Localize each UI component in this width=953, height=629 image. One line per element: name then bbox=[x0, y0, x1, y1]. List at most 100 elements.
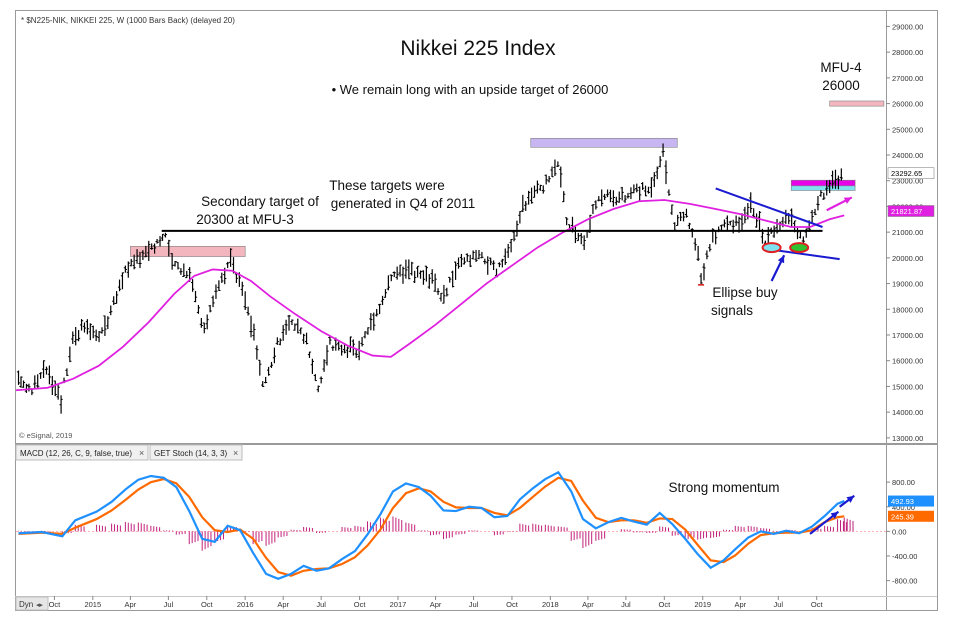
price-bar bbox=[734, 215, 738, 226]
price-bar bbox=[94, 329, 98, 342]
price-bar bbox=[160, 233, 165, 241]
price-bar bbox=[380, 295, 385, 305]
price-bar bbox=[819, 190, 823, 197]
price-bar bbox=[544, 174, 548, 185]
price-bar bbox=[316, 385, 320, 393]
axis-layer: 13000.00 14000.00 15000.00 16000.00 17000.00… bbox=[49, 22, 935, 609]
price-bar bbox=[453, 261, 458, 280]
price-bar bbox=[27, 383, 31, 392]
price-bar bbox=[193, 290, 198, 303]
price-bar bbox=[269, 361, 274, 368]
generated-line2: generated in Q4 of 2011 bbox=[331, 196, 476, 211]
price-bar bbox=[570, 216, 575, 233]
price-bar bbox=[97, 331, 101, 343]
price-bar bbox=[491, 260, 496, 271]
price-bar bbox=[556, 161, 560, 168]
macd-axis-label: 0.00 bbox=[892, 527, 907, 536]
price-bar bbox=[278, 338, 282, 346]
price-bar bbox=[369, 313, 373, 331]
price-layer bbox=[15, 100, 885, 414]
price-bar bbox=[79, 319, 84, 331]
price-bar bbox=[196, 304, 201, 314]
price-bar bbox=[56, 383, 60, 400]
price-bar bbox=[331, 345, 335, 351]
price-bar bbox=[117, 279, 122, 292]
price-bar bbox=[398, 264, 402, 277]
price-bar bbox=[85, 319, 89, 335]
dyn-button[interactable] bbox=[15, 596, 49, 611]
price-bar bbox=[725, 215, 729, 232]
price-bar bbox=[632, 184, 636, 194]
price-bar bbox=[372, 312, 376, 331]
price-bar bbox=[44, 366, 49, 375]
price-bar bbox=[696, 245, 700, 262]
price-axis-label: 15000.00 bbox=[892, 382, 923, 391]
price-bar bbox=[833, 169, 838, 189]
price-bar bbox=[240, 281, 244, 296]
buy-signal-ellipse-1 bbox=[789, 242, 810, 254]
macd-axis-label: 800.00 bbox=[892, 478, 915, 487]
price-bar bbox=[217, 280, 221, 292]
target-value: 26000 bbox=[822, 78, 860, 93]
price-bar bbox=[459, 253, 464, 267]
price-bar bbox=[681, 211, 686, 222]
time-axis-label: Apr bbox=[430, 600, 442, 609]
tab-macd[interactable] bbox=[15, 444, 149, 461]
price-bar bbox=[348, 336, 352, 353]
price-bar bbox=[342, 343, 347, 354]
price-bar bbox=[299, 327, 303, 335]
tab-macd-close-icon[interactable]: × bbox=[139, 448, 144, 458]
price-bar bbox=[591, 204, 595, 215]
price-bar bbox=[293, 323, 297, 331]
price-axis-label: 28000.00 bbox=[892, 48, 923, 57]
price-bar bbox=[474, 249, 478, 262]
price-bar bbox=[179, 268, 183, 275]
price-bar bbox=[190, 279, 195, 292]
price-bar bbox=[234, 273, 239, 283]
price-bar bbox=[626, 192, 630, 199]
price-bar bbox=[702, 263, 706, 281]
price-bar bbox=[813, 208, 817, 216]
price-bar bbox=[383, 289, 388, 298]
time-axis-label: Apr bbox=[734, 600, 746, 609]
price-bar bbox=[600, 189, 604, 207]
ellipse-note-line2: signals bbox=[711, 303, 753, 318]
price-bar bbox=[389, 274, 393, 282]
price-bar bbox=[822, 192, 826, 200]
price-bar bbox=[378, 303, 382, 315]
price-bar bbox=[699, 273, 703, 285]
time-axis-label: 2017 bbox=[390, 600, 407, 609]
price-bar bbox=[667, 189, 671, 196]
price-bar bbox=[363, 331, 367, 339]
price-axis-label: 20000.00 bbox=[892, 254, 923, 263]
price-bar bbox=[275, 337, 279, 345]
price-bar bbox=[676, 214, 680, 226]
tab-stoch[interactable] bbox=[149, 444, 243, 461]
price-bar bbox=[553, 159, 557, 176]
price-bar bbox=[322, 359, 326, 372]
time-axis-label: Oct bbox=[506, 600, 519, 609]
price-bar bbox=[138, 251, 142, 269]
price-axis-label: 23000.00 bbox=[892, 177, 923, 186]
price-axis-label: 19000.00 bbox=[892, 280, 923, 289]
price-bar bbox=[740, 213, 744, 232]
watermark-text: © eSignal, 2019 bbox=[19, 431, 72, 440]
price-bar bbox=[272, 347, 277, 364]
price-bar bbox=[515, 220, 519, 237]
tab-stoch-close-icon[interactable]: × bbox=[233, 448, 238, 458]
price-bar bbox=[465, 253, 469, 262]
macd-axis-label: -800.00 bbox=[892, 577, 917, 586]
price-level-badge-1 bbox=[887, 205, 935, 217]
price-bar bbox=[524, 201, 528, 211]
price-bar bbox=[208, 304, 212, 313]
trend-line-1 bbox=[715, 187, 823, 228]
macd-level-badge-1 bbox=[888, 510, 934, 522]
price-bar bbox=[163, 232, 168, 238]
price-bar bbox=[310, 358, 315, 374]
price-bar bbox=[33, 375, 37, 390]
price-bar bbox=[129, 258, 133, 267]
price-bar bbox=[608, 189, 613, 203]
price-bar bbox=[228, 248, 233, 267]
price-bar bbox=[337, 341, 341, 351]
price-bar bbox=[445, 287, 449, 297]
